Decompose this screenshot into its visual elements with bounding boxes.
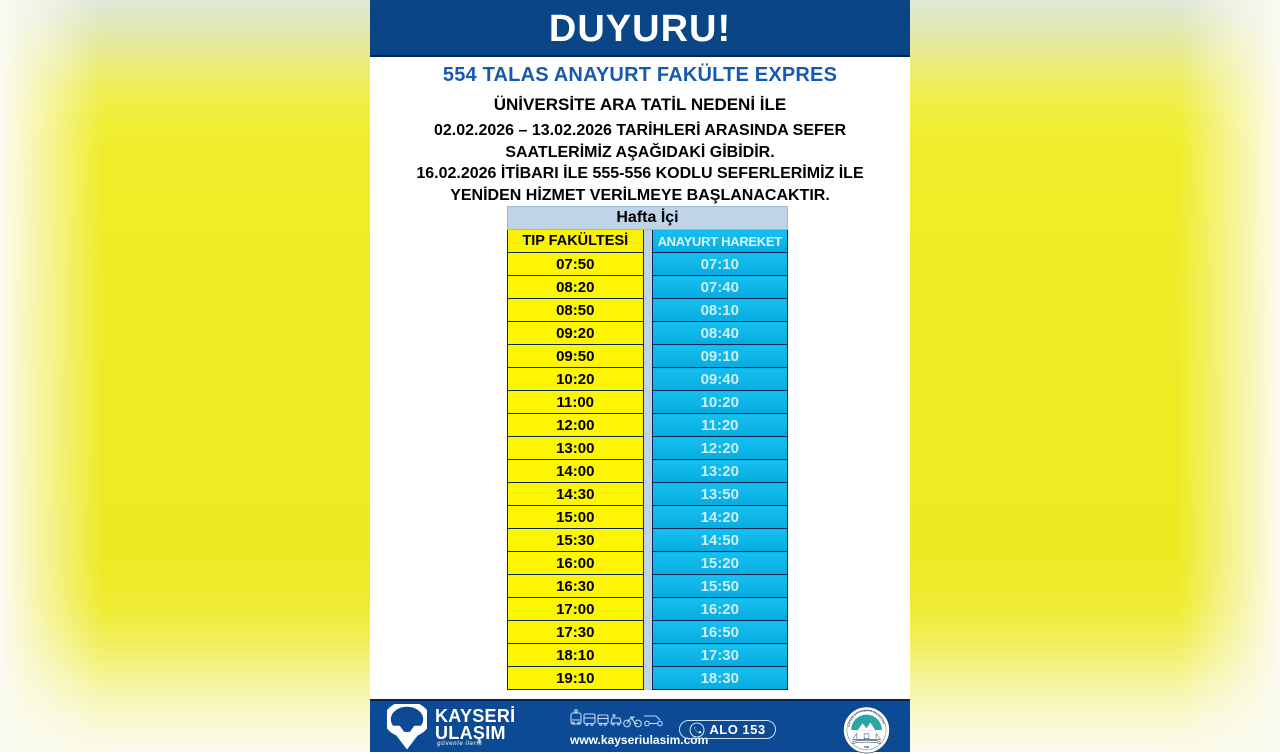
svg-text:1989: 1989 [864, 746, 870, 749]
